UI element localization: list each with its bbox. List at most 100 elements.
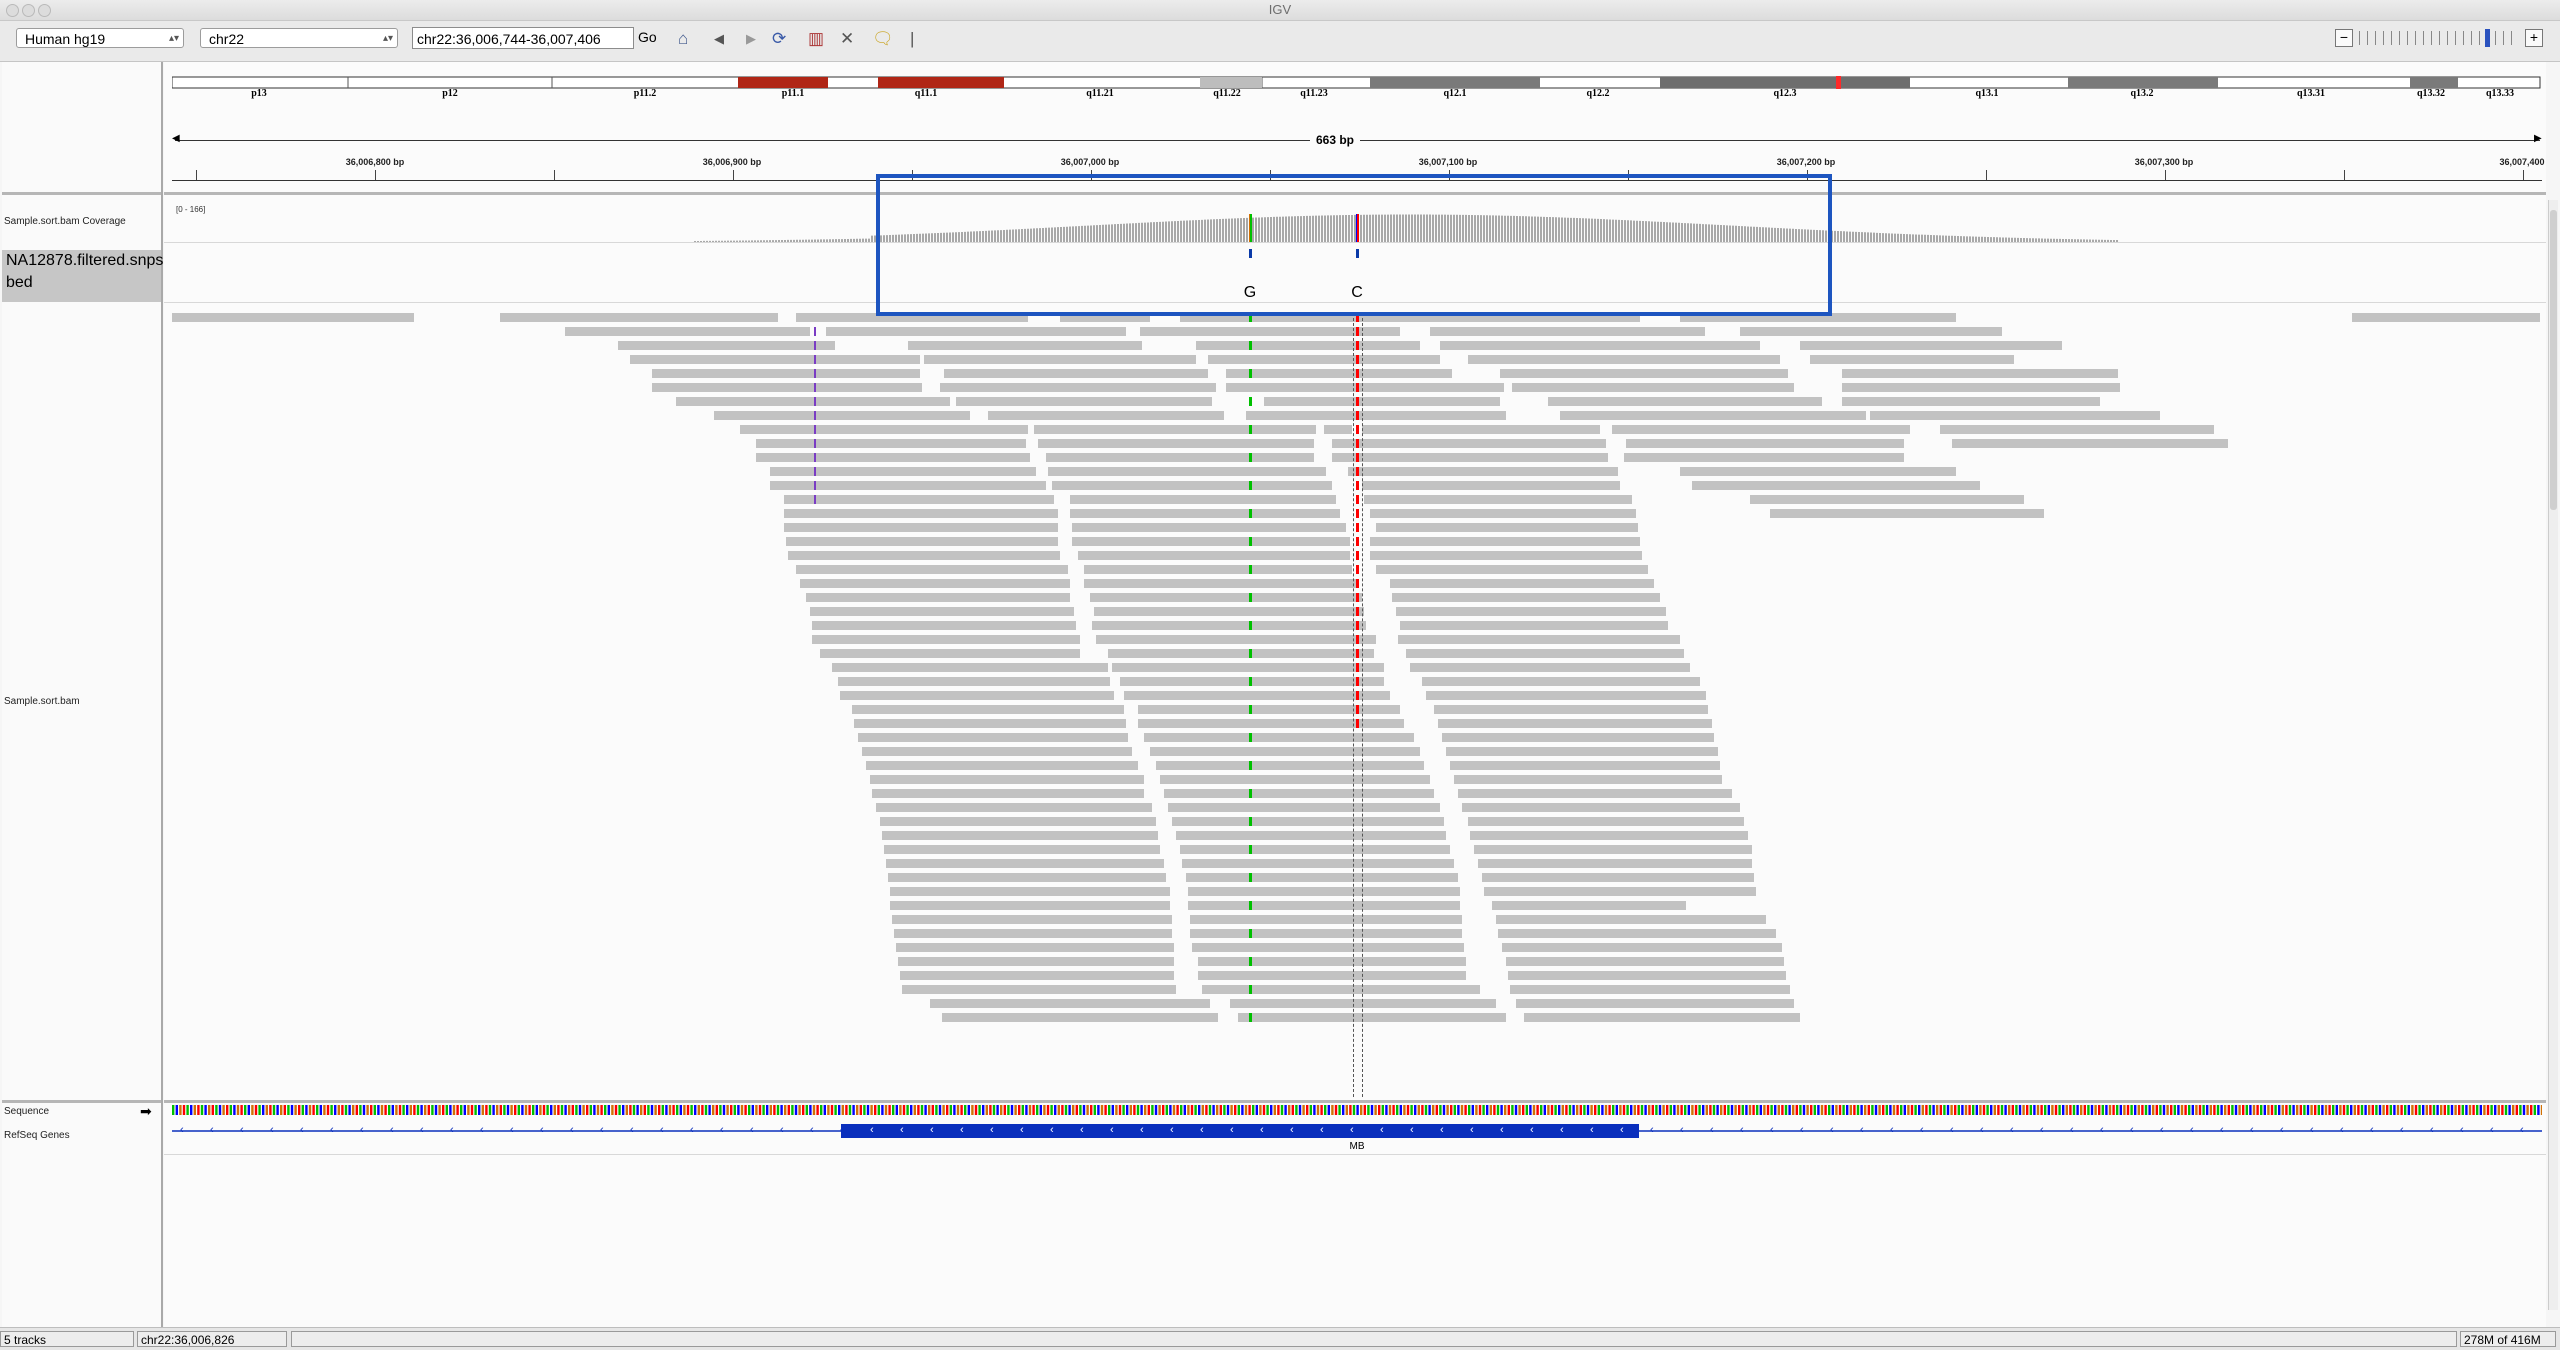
aligned-read[interactable]: [1072, 537, 1350, 546]
aligned-read[interactable]: [1096, 635, 1376, 644]
aligned-read[interactable]: [1072, 523, 1346, 532]
aligned-read[interactable]: [1446, 747, 1718, 756]
aligned-read[interactable]: [1192, 943, 1464, 952]
aligned-read[interactable]: [1190, 915, 1462, 924]
aligned-read[interactable]: [1264, 397, 1500, 406]
aligned-read[interactable]: [1612, 425, 1910, 434]
aligned-read[interactable]: [1348, 467, 1618, 476]
aligned-read[interactable]: [1438, 719, 1712, 728]
aligned-read[interactable]: [854, 719, 1126, 728]
aligned-read[interactable]: [1364, 495, 1632, 504]
aligned-read[interactable]: [940, 383, 1216, 392]
aligned-read[interactable]: [810, 607, 1074, 616]
aligned-read[interactable]: [1406, 649, 1684, 658]
aligned-read[interactable]: [1168, 803, 1440, 812]
aligned-read[interactable]: [890, 901, 1170, 910]
aligned-read[interactable]: [930, 999, 1210, 1008]
aligned-read[interactable]: [1180, 845, 1450, 854]
aligned-read[interactable]: [1434, 705, 1708, 714]
aligned-read[interactable]: [1124, 691, 1390, 700]
aligned-read[interactable]: [796, 313, 1028, 322]
aligned-read[interactable]: [1164, 789, 1434, 798]
aligned-read[interactable]: [1370, 509, 1636, 518]
aligned-read[interactable]: [888, 873, 1166, 882]
aligned-read[interactable]: [784, 495, 1054, 504]
vertical-scrollbar[interactable]: [2548, 200, 2558, 1310]
aligned-read[interactable]: [1176, 831, 1446, 840]
aligned-read[interactable]: [1810, 355, 2014, 364]
chromosome-select[interactable]: chr22 ▴▾: [200, 28, 398, 48]
aligned-read[interactable]: [1468, 355, 1780, 364]
aligned-read[interactable]: [806, 593, 1070, 602]
aligned-read[interactable]: [1842, 397, 2100, 406]
aligned-read[interactable]: [900, 971, 1174, 980]
aligned-read[interactable]: [1090, 593, 1362, 602]
aligned-read[interactable]: [826, 327, 1126, 336]
aligned-read[interactable]: [1498, 929, 1776, 938]
aligned-read[interactable]: [1060, 313, 1150, 322]
aligned-read[interactable]: [1226, 369, 1452, 378]
aligned-read[interactable]: [1324, 425, 1352, 434]
bam-track-label[interactable]: Sample.sort.bam: [4, 696, 80, 707]
aligned-read[interactable]: [896, 943, 1174, 952]
aligned-read[interactable]: [1770, 509, 2044, 518]
aligned-read[interactable]: [1516, 999, 1794, 1008]
aligned-read[interactable]: [1046, 453, 1314, 462]
aligned-read[interactable]: [1186, 873, 1458, 882]
genome-select[interactable]: Human hg19 ▴▾: [16, 28, 184, 48]
aligned-read[interactable]: [740, 425, 1028, 434]
aligned-read[interactable]: [1492, 901, 1686, 910]
aligned-read[interactable]: [1048, 467, 1326, 476]
aligned-read[interactable]: [1198, 957, 1466, 966]
aligned-read[interactable]: [1468, 817, 1744, 826]
aligned-read[interactable]: [1450, 761, 1720, 770]
aligned-read[interactable]: [770, 467, 1036, 476]
aligned-read[interactable]: [1196, 341, 1420, 350]
aligned-read[interactable]: [1078, 551, 1350, 560]
aligned-read[interactable]: [1500, 369, 1788, 378]
aligned-read[interactable]: [1502, 943, 1782, 952]
aligned-read[interactable]: [1484, 887, 1756, 896]
refresh-icon[interactable]: ⟳: [772, 29, 787, 48]
aligned-read[interactable]: [942, 1013, 1218, 1022]
aligned-read[interactable]: [876, 803, 1152, 812]
aligned-read[interactable]: [1422, 677, 1700, 686]
aligned-read[interactable]: [870, 775, 1144, 784]
zoom-out-button[interactable]: −: [2335, 29, 2353, 47]
aligned-read[interactable]: [1410, 663, 1690, 672]
gene-track[interactable]: [172, 1120, 2542, 1144]
gene-label[interactable]: MB: [1349, 1141, 1365, 1152]
aligned-read[interactable]: [676, 397, 950, 406]
aligned-read[interactable]: [1390, 579, 1654, 588]
aligned-read[interactable]: [1842, 369, 2118, 378]
aligned-read[interactable]: [618, 341, 835, 350]
aligned-read[interactable]: [1208, 355, 1440, 364]
aligned-read[interactable]: [898, 957, 1174, 966]
aligned-read[interactable]: [1120, 677, 1384, 686]
aligned-read[interactable]: [770, 481, 1046, 490]
aligned-read[interactable]: [1230, 999, 1496, 1008]
aligned-read[interactable]: [565, 327, 810, 336]
go-button[interactable]: Go: [638, 29, 657, 45]
aligned-read[interactable]: [1512, 383, 1794, 392]
memory-usage[interactable]: 278M of 416M: [2460, 1331, 2556, 1347]
aligned-read[interactable]: [1084, 565, 1352, 574]
aligned-read[interactable]: [1400, 621, 1668, 630]
aligned-read[interactable]: [832, 663, 1108, 672]
aligned-read[interactable]: [858, 733, 1128, 742]
aligned-read[interactable]: [1198, 971, 1466, 980]
aligned-read[interactable]: [1370, 551, 1642, 560]
aligned-read[interactable]: [1478, 859, 1752, 868]
aligned-read[interactable]: [1246, 411, 1506, 420]
aligned-read[interactable]: [886, 859, 1164, 868]
aligned-read[interactable]: [1870, 411, 2160, 420]
coverage-track-label[interactable]: Sample.sort.bam Coverage: [4, 216, 126, 227]
aligned-read[interactable]: [862, 747, 1132, 756]
aligned-read[interactable]: [956, 397, 1212, 406]
aligned-read[interactable]: [1188, 901, 1460, 910]
zoom-slider-thumb[interactable]: [2485, 29, 2490, 47]
aligned-read[interactable]: [1462, 803, 1740, 812]
aligned-read[interactable]: [1332, 453, 1608, 462]
chromosome-ideogram[interactable]: [172, 76, 2542, 90]
aligned-read[interactable]: [1692, 481, 1980, 490]
